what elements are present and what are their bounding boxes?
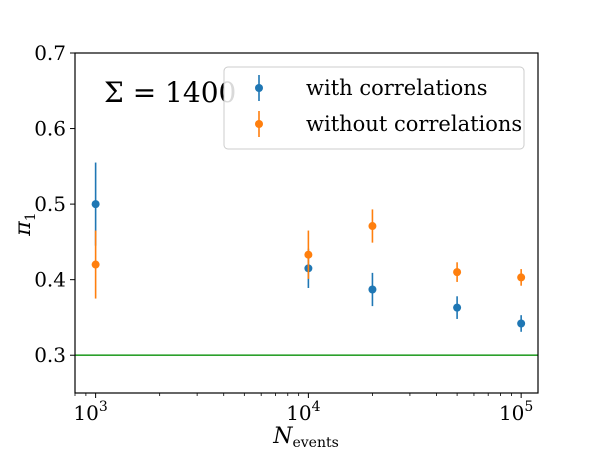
legend-label: with correlations <box>306 76 488 100</box>
y-tick-label: 0.3 <box>34 343 66 367</box>
legend: with correlations without correlations <box>223 66 525 150</box>
y-tick-label: 0.4 <box>34 268 66 292</box>
legend-marker <box>255 84 263 92</box>
data-point <box>91 200 100 209</box>
y-tick-label: 0.6 <box>34 117 66 141</box>
series-1 <box>91 162 526 332</box>
legend-marker <box>255 120 263 128</box>
series-2 <box>91 209 526 299</box>
data-point <box>368 285 377 294</box>
data-point <box>453 303 462 312</box>
y-tick-label: 0.7 <box>34 41 66 65</box>
data-point <box>304 250 313 259</box>
x-axis-label: Nevents <box>272 424 339 449</box>
legend-box <box>223 66 525 150</box>
annotation-text: Σ = 1400 <box>104 76 236 109</box>
x-tick-label: 105 <box>499 399 533 425</box>
y-axis-label: π1 <box>11 212 39 236</box>
x-tick-label: 104 <box>286 399 320 425</box>
legend-label: without correlations <box>306 112 522 136</box>
x-tick-label: 103 <box>73 399 107 425</box>
data-point <box>91 260 100 269</box>
plot-frame <box>74 52 539 394</box>
y-tick-label: 0.5 <box>34 192 66 216</box>
data-point <box>368 222 377 231</box>
data-point <box>517 319 526 328</box>
data-point <box>517 273 526 282</box>
data-point <box>453 268 462 277</box>
